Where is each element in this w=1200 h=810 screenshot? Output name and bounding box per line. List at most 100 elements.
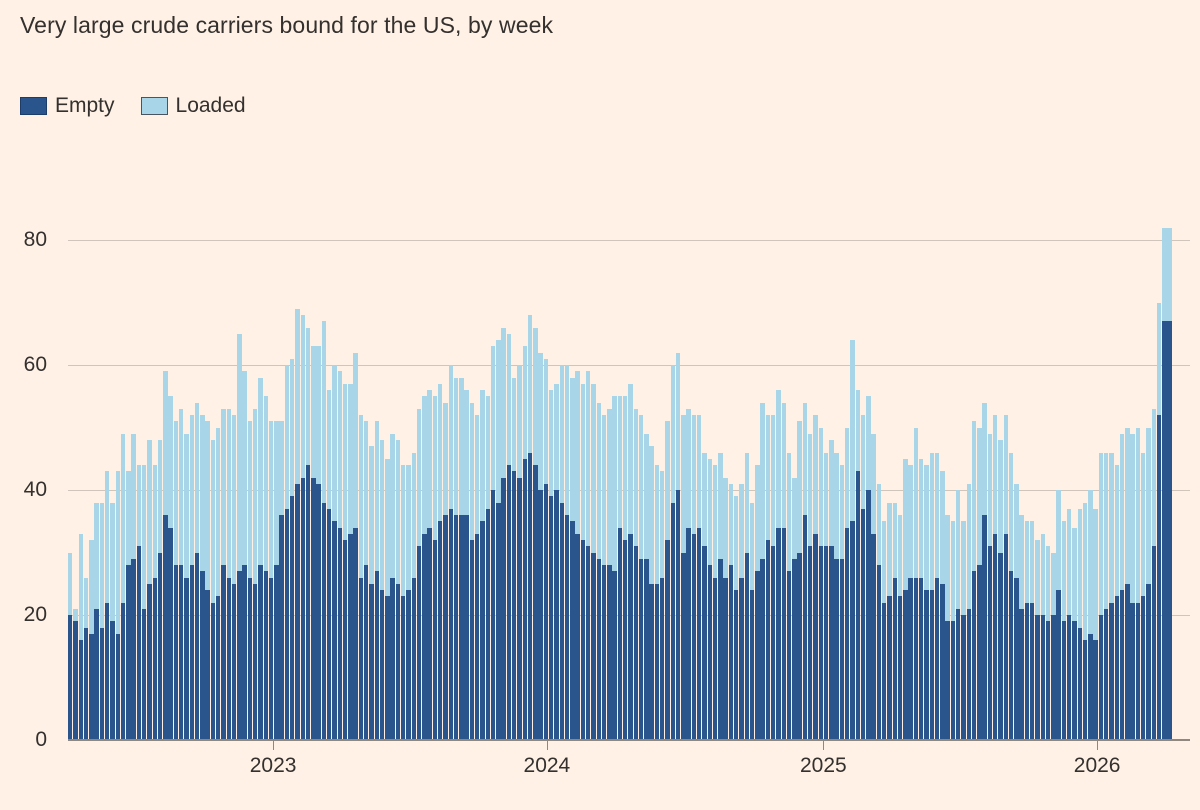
bar-empty-segment [268, 577, 274, 740]
bar-empty-segment [311, 477, 316, 740]
bar-empty-segment [506, 465, 512, 740]
bar-loaded-segment [89, 540, 94, 634]
x-axis-label: 2025 [799, 754, 847, 777]
bar-loaded-segment [882, 521, 887, 603]
x-axis-tick [273, 741, 275, 750]
bar-loaded-segment [649, 446, 654, 584]
bar-loaded-segment [628, 383, 633, 534]
bar-loaded-segment [665, 421, 670, 540]
bar-loaded-segment [485, 396, 490, 509]
bar-loaded-segment [533, 327, 538, 465]
bar-loaded-segment [734, 496, 739, 590]
x-axis-label: 2024 [523, 754, 571, 777]
bar-empty-segment [697, 527, 702, 740]
bar-empty-segment [284, 508, 290, 740]
x-axis-line [68, 739, 1190, 741]
bar-empty-segment [184, 577, 189, 740]
bar-loaded-segment [739, 483, 744, 578]
bar-loaded-segment [813, 415, 818, 534]
bar-empty-segment [147, 583, 152, 740]
bar-loaded-segment [691, 415, 697, 534]
bar-empty-segment [263, 571, 268, 740]
bar-empty-segment [580, 540, 586, 740]
bar-loaded-segment [908, 465, 913, 578]
bar-empty-segment [1109, 602, 1114, 740]
bar-loaded-segment [855, 390, 860, 472]
bar-loaded-segment [797, 421, 802, 553]
bar-empty-segment [179, 565, 184, 740]
bar-loaded-segment [374, 421, 379, 572]
bar-empty-segment [1146, 583, 1151, 740]
bar-empty-segment [205, 590, 210, 740]
bar-loaded-segment [956, 490, 961, 609]
bar-loaded-segment [105, 471, 110, 603]
bar-loaded-segment [977, 427, 982, 565]
bar-loaded-segment [601, 415, 607, 565]
bar-empty-segment [231, 583, 237, 740]
bar-empty-segment [390, 577, 395, 740]
bar-loaded-segment [300, 315, 305, 478]
bar-loaded-segment [94, 502, 99, 609]
gridline [68, 239, 1190, 241]
bar-empty-segment [316, 483, 321, 740]
bar-loaded-segment [718, 452, 723, 559]
gridline [68, 364, 1190, 366]
bar-loaded-segment [712, 465, 718, 578]
bar-empty-segment [348, 533, 353, 740]
bar-empty-segment [596, 558, 601, 740]
bar-loaded-segment [897, 515, 903, 597]
bar-empty-segment [110, 621, 115, 740]
bar-loaded-segment [126, 471, 131, 565]
bar-empty-segment [749, 590, 755, 740]
bar-empty-segment [834, 558, 839, 740]
bar-loaded-segment [469, 402, 475, 540]
y-axis-label: 0 [35, 728, 47, 751]
bar-loaded-segment [617, 396, 623, 528]
bar-empty-segment [490, 490, 496, 740]
bar-empty-segment [575, 533, 580, 740]
bar-empty-segment [327, 508, 332, 740]
bar-loaded-segment [290, 358, 295, 497]
bar-loaded-segment [68, 552, 73, 615]
bar-loaded-segment [184, 433, 189, 578]
bar-empty-segment [337, 527, 342, 740]
bar-empty-segment [564, 515, 570, 740]
bar-empty-segment [501, 477, 506, 740]
legend-swatch-loaded [140, 97, 168, 115]
bar-empty-segment [744, 552, 749, 740]
bar-empty-segment [512, 471, 517, 740]
bar-loaded-segment [707, 458, 712, 565]
bar-loaded-segment [274, 421, 279, 565]
bar-empty-segment [1077, 627, 1082, 740]
bar-empty-segment [353, 527, 358, 740]
bar-empty-segment [120, 602, 126, 740]
bar-empty-segment [797, 552, 802, 740]
bar-loaded-segment [422, 396, 427, 534]
bar-empty-segment [279, 515, 284, 740]
bar-empty-segment [226, 577, 231, 740]
bar-loaded-segment [242, 371, 247, 565]
bar-empty-segment [919, 577, 924, 740]
bar-empty-segment [554, 490, 559, 740]
bar-empty-segment [628, 533, 633, 740]
bar-empty-segment [1119, 590, 1125, 740]
bar-loaded-segment [623, 396, 628, 540]
bar-loaded-segment [490, 346, 496, 490]
bar-empty-segment [866, 490, 871, 740]
bar-empty-segment [971, 571, 977, 740]
bar-loaded-segment [744, 452, 749, 553]
bar-loaded-segment [845, 427, 850, 528]
bar-empty-segment [892, 577, 897, 740]
bar-empty-segment [961, 615, 966, 740]
bar-loaded-segment [760, 402, 765, 559]
bar-loaded-segment [226, 408, 231, 578]
bar-empty-segment [538, 490, 543, 740]
bar-empty-segment [427, 527, 432, 740]
bar-empty-segment [94, 608, 99, 740]
bar-empty-segment [469, 540, 475, 740]
bar-loaded-segment [945, 515, 950, 622]
bar-loaded-segment [1130, 433, 1135, 603]
bar-empty-segment [475, 533, 480, 740]
bar-empty-segment [675, 490, 681, 740]
bar-empty-segment [1130, 602, 1135, 740]
